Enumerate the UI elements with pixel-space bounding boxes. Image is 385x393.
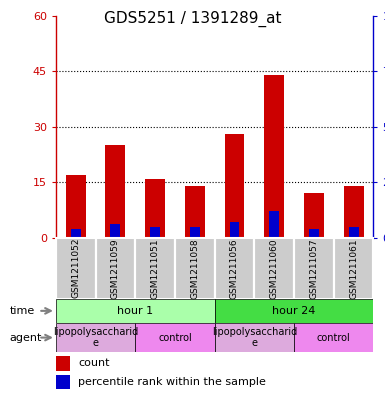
Bar [66, 175, 85, 238]
Text: GSM1211059: GSM1211059 [111, 238, 120, 299]
Bar [344, 186, 363, 238]
Bar [304, 193, 324, 238]
Bar [135, 323, 215, 352]
Text: GSM1211052: GSM1211052 [71, 238, 80, 298]
Text: percentile rank within the sample: percentile rank within the sample [78, 377, 266, 387]
Text: count: count [78, 358, 110, 368]
Bar [229, 222, 239, 238]
Bar [224, 134, 244, 238]
Bar [269, 211, 279, 238]
Bar [145, 178, 165, 238]
Bar [105, 145, 125, 238]
Bar [185, 186, 205, 238]
Text: control: control [158, 332, 192, 343]
Bar [95, 238, 135, 299]
Text: GSM1211057: GSM1211057 [310, 238, 318, 299]
Bar [294, 323, 373, 352]
Bar [309, 229, 319, 238]
Bar [334, 238, 373, 299]
Bar [190, 227, 200, 238]
Bar [294, 238, 334, 299]
Text: GSM1211051: GSM1211051 [151, 238, 160, 299]
Bar [56, 238, 95, 299]
Bar [150, 227, 160, 238]
Bar [264, 75, 284, 238]
Bar [215, 323, 294, 352]
Text: GDS5251 / 1391289_at: GDS5251 / 1391289_at [104, 11, 281, 27]
Text: GSM1211058: GSM1211058 [190, 238, 199, 299]
Text: control: control [317, 332, 351, 343]
Bar [215, 238, 254, 299]
Text: GSM1211056: GSM1211056 [230, 238, 239, 299]
Text: lipopolysaccharid
e: lipopolysaccharid e [53, 327, 138, 348]
Text: GSM1211060: GSM1211060 [270, 238, 279, 299]
Bar [56, 323, 135, 352]
Text: hour 24: hour 24 [272, 306, 316, 316]
Bar [254, 238, 294, 299]
Bar [135, 238, 175, 299]
Bar [56, 299, 215, 323]
Text: time: time [10, 306, 35, 316]
Text: GSM1211061: GSM1211061 [349, 238, 358, 299]
Bar [71, 229, 80, 238]
Bar [110, 224, 121, 238]
Bar [56, 356, 70, 371]
Bar [215, 299, 373, 323]
Bar [175, 238, 215, 299]
Text: lipopolysaccharid
e: lipopolysaccharid e [212, 327, 297, 348]
Bar [56, 375, 70, 389]
Text: agent: agent [10, 332, 42, 343]
Bar [349, 227, 358, 238]
Text: hour 1: hour 1 [117, 306, 153, 316]
